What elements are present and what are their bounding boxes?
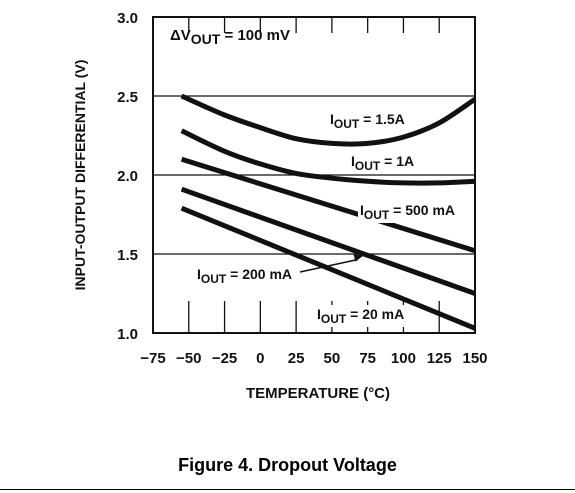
bottom-divider bbox=[0, 489, 575, 490]
y-tick-label: 3.0 bbox=[117, 10, 138, 27]
series-label-0: IOUT = 1.5A bbox=[328, 110, 407, 132]
series-label-backing bbox=[358, 201, 457, 223]
x-tick-label: 25 bbox=[288, 350, 305, 367]
series-label-backing bbox=[349, 152, 417, 174]
series-label-backing bbox=[195, 265, 294, 287]
y-tick-label: 2.0 bbox=[117, 168, 138, 185]
series-label-text: IOUT = 500 mA bbox=[360, 202, 455, 222]
label-pointer-arrow bbox=[299, 258, 358, 273]
y-tick-label: 1.0 bbox=[117, 326, 138, 343]
figure-caption: Figure 4. Dropout Voltage bbox=[178, 455, 397, 475]
series-label-text: IOUT = 200 mA bbox=[197, 266, 292, 286]
series-labels: IOUT = 1.5A IOUT = 1A IOUT = 500 mA IOUT = … bbox=[195, 110, 457, 327]
series-line-4 bbox=[180, 205, 476, 331]
x-tick-label: 0 bbox=[256, 350, 264, 367]
series-label-4: IOUT = 20 mA bbox=[315, 305, 407, 327]
series-line-0 bbox=[180, 93, 477, 147]
series-label-2: IOUT = 500 mA bbox=[358, 201, 457, 223]
series-label-backing bbox=[315, 305, 407, 327]
x-tick-label: 75 bbox=[359, 350, 376, 367]
dropout-voltage-chart: 1.0 1.5 2.0 2.5 3.0 −75 −50 −25 0 25 50 75 100 125 150… bbox=[72, 10, 488, 402]
y-tick-label: 2.5 bbox=[117, 89, 138, 106]
series-label-text: IOUT = 1.5A bbox=[330, 111, 405, 131]
x-tick-label: 125 bbox=[427, 350, 452, 367]
series-label-3: IOUT = 200 mA bbox=[195, 265, 294, 287]
x-tick-label: 150 bbox=[462, 350, 487, 367]
x-tick-label: 50 bbox=[324, 350, 341, 367]
x-tick-label: −25 bbox=[212, 350, 237, 367]
series-label-text: IOUT = 20 mA bbox=[317, 306, 404, 326]
y-tick-label: 1.5 bbox=[117, 247, 138, 264]
tick-labels: 1.0 1.5 2.0 2.5 3.0 −75 −50 −25 0 25 50 75 100 125 150 bbox=[117, 10, 487, 367]
x-tick-label: 100 bbox=[391, 350, 416, 367]
series-label-backing bbox=[328, 110, 407, 132]
series-line-3 bbox=[180, 186, 476, 296]
delta-vout-annotation: ΔVOUT = 100 mV bbox=[170, 27, 290, 47]
label-pointer-arrowhead bbox=[353, 254, 364, 262]
series-label-1: IOUT = 1A bbox=[349, 152, 417, 174]
plot-frame bbox=[152, 16, 476, 334]
x-axis-label: TEMPERATURE (°C) bbox=[246, 385, 390, 402]
series-line-2 bbox=[180, 156, 476, 254]
x-tick-label: −75 bbox=[140, 350, 165, 367]
y-axis-label: INPUT-OUTPUT DIFFERENTIAL (V) bbox=[72, 60, 88, 291]
x-tick-label: −50 bbox=[176, 350, 201, 367]
series-line-1 bbox=[180, 128, 476, 186]
series-label-text: IOUT = 1A bbox=[351, 153, 414, 173]
series-lines bbox=[180, 93, 477, 331]
